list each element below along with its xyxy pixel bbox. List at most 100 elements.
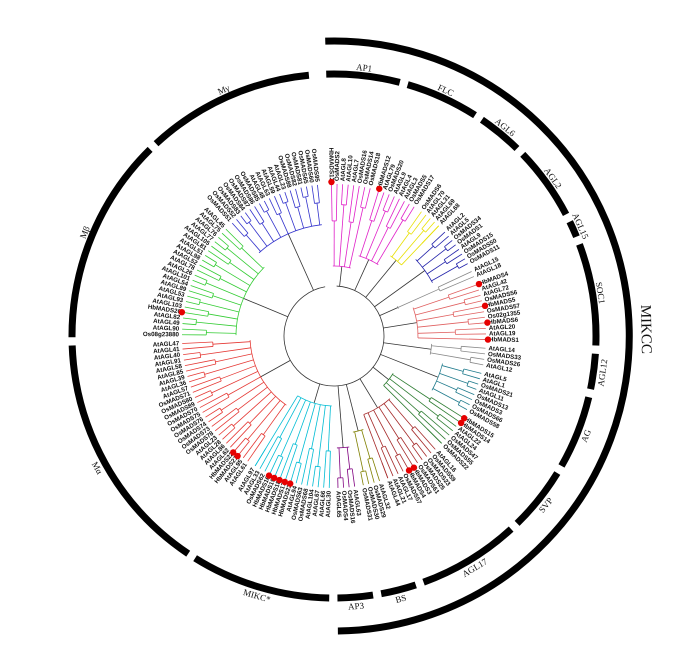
clade-arc-BS (380, 581, 417, 598)
leaf-branch (364, 188, 371, 209)
leaf-branch (295, 188, 301, 207)
leaf-branch (184, 359, 216, 367)
subclade-stem (371, 227, 389, 262)
subclade-stem (349, 207, 364, 268)
tree-branches (182, 184, 486, 488)
subclade-stem (262, 404, 286, 435)
subclade-arc (315, 465, 321, 468)
leaf-branch (268, 198, 278, 215)
clade-label-AP3: AP3 (348, 600, 365, 611)
subclade-stem (365, 210, 386, 259)
clade-node-arc-AP3 (336, 446, 350, 449)
leaf-branch (438, 271, 472, 288)
leaf-label: OsMADS16 (346, 490, 356, 524)
leaf-branch (371, 457, 380, 482)
subclade-stem (266, 210, 282, 238)
subclade-stem (416, 245, 434, 262)
subclade-stem (220, 381, 265, 411)
leaf-branch (421, 225, 439, 244)
subclade-arc (259, 221, 265, 225)
leaf-branch (365, 470, 370, 485)
leaf-branch (214, 411, 240, 432)
subclade-stem (436, 380, 457, 391)
subclade-stem (233, 391, 272, 427)
leaf-branch (187, 295, 201, 301)
leaf-branch (389, 201, 405, 229)
subclade-stem (431, 265, 458, 282)
leaf-branch (400, 437, 418, 464)
leaf-branch (431, 231, 446, 245)
subclade-stem (215, 264, 251, 286)
leaf-branch (185, 301, 200, 305)
leaf-branch (345, 184, 349, 206)
leaf-branch (182, 328, 207, 331)
clade-stem-AGL6 (365, 259, 397, 298)
clade-arc-AGL6 (479, 116, 520, 151)
clade-label-AP1: AP1 (356, 62, 373, 74)
clade-stem-AGL12 (383, 342, 432, 350)
leaf-branch (190, 285, 214, 294)
subclade-arc (314, 202, 320, 204)
hb-marker (328, 178, 335, 186)
leaf-branch (387, 196, 395, 213)
subclade-arc (400, 218, 406, 222)
subclade-arc (303, 195, 309, 198)
leaf-label: AtAGL40 (153, 352, 181, 362)
subclade-stem (397, 288, 440, 308)
leaf-branch (236, 219, 249, 234)
leaf-branch (231, 222, 245, 237)
subclade-stem (199, 301, 240, 313)
leaf-branch (395, 456, 404, 472)
leaf-branch (226, 421, 249, 444)
leaf-branch (352, 186, 360, 223)
subclade-stem (317, 405, 326, 467)
leaf-label: AtAGL19 (489, 330, 516, 337)
leaf-branch (453, 311, 485, 318)
leaf-branch (218, 237, 229, 247)
subclade-arc (444, 246, 448, 252)
leaf-label: Os08g23880 (143, 331, 180, 338)
leaf-branch (274, 457, 284, 477)
leaf-branch (207, 250, 229, 265)
subclade-stem (247, 400, 281, 440)
leaf-branch (425, 221, 435, 233)
leaf-branch (412, 445, 423, 461)
leaf-branch (183, 312, 208, 317)
subclade-stem (392, 374, 431, 400)
leaf-label: OsMADS4 (340, 490, 349, 521)
subclade-stem (205, 282, 244, 299)
leaf-branch (346, 469, 350, 488)
subclade-stem (376, 219, 404, 265)
leaf-branch (446, 253, 463, 265)
leaf-branch (184, 306, 209, 313)
hb-marker (230, 449, 237, 456)
subclade-stem (343, 222, 352, 267)
leaf-branch (312, 466, 316, 487)
leaf-branch (197, 394, 213, 403)
hb-marker (405, 467, 413, 474)
subclade-arc (455, 263, 460, 269)
leaf-branch (279, 443, 294, 479)
subclade-arc (226, 392, 230, 398)
clade-node-arc-Mγ (258, 224, 322, 254)
subclade-stem (211, 371, 258, 394)
subclade-arc (261, 433, 266, 437)
clade-stem-Mα (260, 359, 291, 378)
subclade-arc (467, 319, 469, 325)
subclade-stem (227, 376, 261, 396)
leaf-branch (269, 455, 279, 474)
subclade-stem (359, 220, 373, 257)
subclade-arc (195, 319, 197, 325)
subclade-arc (219, 407, 223, 413)
subclade-stem (417, 331, 456, 334)
leaf-branch (290, 461, 297, 482)
subclade-stem (208, 313, 238, 320)
leaf-branch (469, 361, 484, 366)
subclade-stem (397, 230, 425, 262)
subclade-stem (294, 401, 311, 445)
leaf-branch (188, 290, 213, 299)
leaf-branch (323, 450, 327, 488)
leaf-branch (240, 215, 248, 225)
leaf-branch (468, 380, 479, 385)
